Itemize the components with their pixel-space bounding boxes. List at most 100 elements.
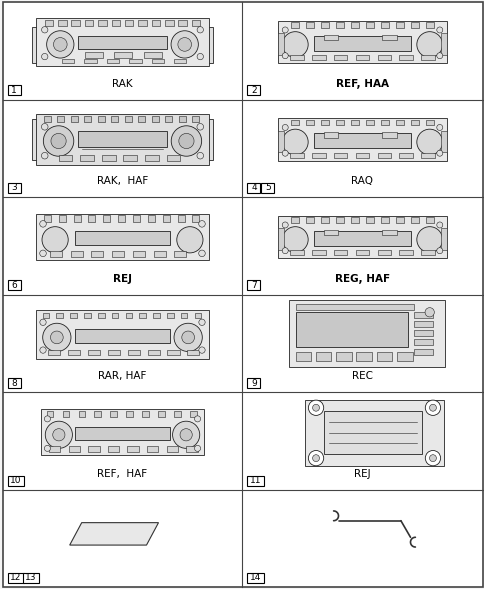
Circle shape [282,32,307,57]
Circle shape [41,153,48,159]
Bar [43,313,49,319]
Bar [323,132,337,138]
Bar [291,217,299,223]
Bar [36,18,209,67]
Bar [48,350,60,355]
Bar [350,120,358,125]
Bar [71,250,83,257]
Bar [200,27,212,63]
Circle shape [436,150,442,156]
Bar [7,280,20,290]
Bar [247,280,260,290]
Bar [413,312,432,317]
Bar [98,116,105,123]
Bar [350,217,358,223]
Bar [410,120,418,125]
Bar [399,250,412,256]
Bar [333,153,347,158]
Bar [323,35,337,40]
Text: 1: 1 [11,86,17,95]
Bar [151,116,159,123]
Circle shape [436,248,442,254]
Bar [167,350,179,355]
Bar [421,153,434,158]
Bar [313,133,410,148]
Bar [166,155,180,161]
Bar [278,34,284,55]
Text: 7: 7 [251,281,257,290]
Bar [44,216,51,221]
Bar [50,250,62,257]
Bar [278,131,284,153]
Text: 13: 13 [25,574,37,583]
Bar [58,20,67,27]
Bar [192,216,199,221]
Bar [133,250,145,257]
Bar [278,118,446,161]
Bar [114,52,132,58]
Text: 2: 2 [251,86,257,95]
Bar [107,446,119,452]
Bar [313,35,410,51]
Bar [335,217,344,223]
Bar [139,313,146,319]
Bar [98,20,106,27]
Bar [380,120,388,125]
Circle shape [198,319,205,326]
Bar [376,352,392,361]
Bar [7,573,23,583]
Bar [174,250,186,257]
Bar [335,352,351,361]
Circle shape [45,421,72,448]
Circle shape [436,52,442,59]
Circle shape [179,133,194,148]
Bar [69,446,80,452]
Bar [68,350,80,355]
Bar [59,216,65,221]
Bar [377,55,390,61]
Bar [7,85,20,95]
Bar [103,216,110,221]
Circle shape [308,451,323,466]
Bar [144,52,162,58]
Bar [151,58,164,64]
Bar [289,250,303,256]
Bar [174,58,186,64]
Bar [365,217,373,223]
Bar [320,22,329,28]
Circle shape [42,27,48,33]
Bar [425,217,433,223]
Bar [333,55,347,61]
Bar [36,114,209,165]
Circle shape [172,421,199,448]
Bar [102,155,115,161]
Circle shape [424,400,439,415]
Bar [110,411,117,416]
Circle shape [282,222,287,228]
Bar [80,155,94,161]
Bar [71,20,80,27]
Circle shape [436,124,442,131]
Circle shape [46,31,74,58]
Bar [315,352,331,361]
Bar [32,119,45,160]
Bar [7,475,23,485]
Bar [107,350,120,355]
Circle shape [429,455,436,462]
Bar [320,120,329,125]
Bar [57,116,64,123]
Bar [195,313,201,319]
Circle shape [416,227,442,253]
Bar [142,411,149,416]
Bar [88,350,100,355]
Circle shape [282,129,307,155]
Bar [44,116,51,123]
Circle shape [42,54,48,59]
Bar [75,427,169,440]
Text: REJ: REJ [353,469,370,479]
Bar [98,313,105,319]
Bar [177,216,184,221]
Circle shape [40,221,46,227]
Bar [247,573,263,583]
Circle shape [194,416,200,422]
